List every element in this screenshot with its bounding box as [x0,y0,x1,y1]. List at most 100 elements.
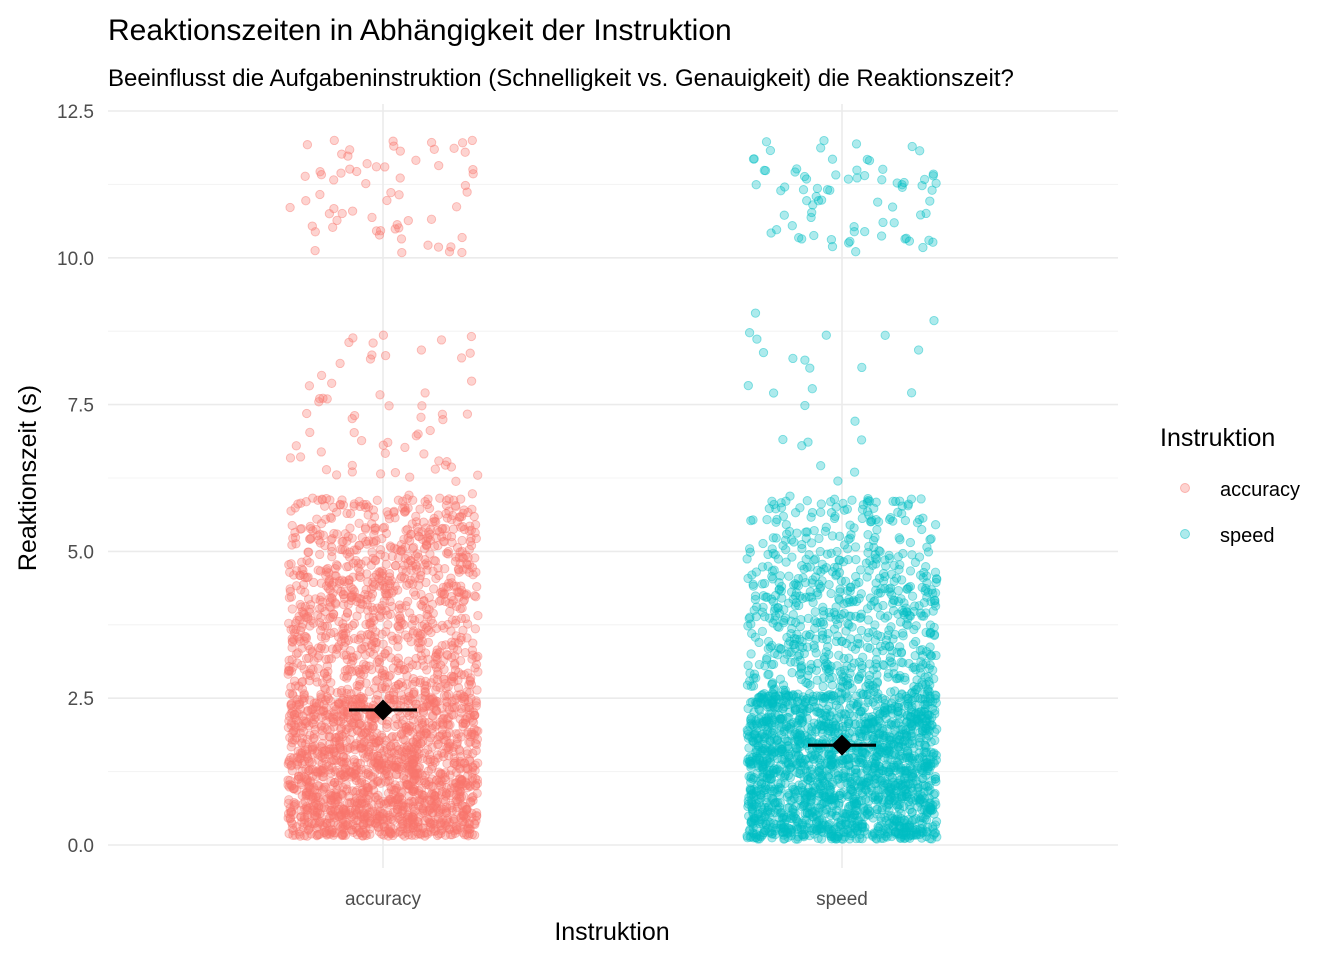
data-point-speed [773,710,784,720]
data-point-speed [774,694,785,705]
data-point-accuracy [429,698,440,708]
data-point-speed [886,687,896,697]
data-point-accuracy [308,793,318,803]
data-point-accuracy [286,699,296,710]
data-point-accuracy [350,745,360,755]
data-point-accuracy [364,686,374,697]
data-point-accuracy [417,795,427,805]
data-point-accuracy [354,711,364,721]
data-point-accuracy [349,769,359,779]
data-point-accuracy [305,730,315,740]
data-point-accuracy [386,187,396,198]
data-point-speed [905,611,916,621]
data-point-speed [753,746,763,756]
data-point-accuracy [339,824,349,835]
data-point-accuracy [458,625,468,635]
data-point-speed [930,596,940,606]
data-point-accuracy [411,431,421,441]
data-point-speed [831,636,841,647]
data-point-speed [753,759,763,769]
data-point-accuracy [343,809,353,819]
data-point-accuracy [425,818,436,829]
data-point-accuracy [326,805,336,816]
data-point-accuracy [376,763,387,773]
data-point-accuracy [405,815,415,826]
data-point-speed [814,533,824,544]
data-point-accuracy [414,613,425,624]
data-point-speed [844,611,854,621]
data-point-accuracy [309,719,319,729]
data-point-accuracy [422,806,432,816]
data-point-accuracy [291,822,302,832]
data-point-accuracy [320,633,331,643]
data-point-accuracy [471,726,482,736]
data-point-speed [813,766,823,776]
data-point-accuracy [293,746,303,756]
data-point-accuracy [384,672,394,682]
data-point-speed [794,714,804,724]
data-point-accuracy [348,827,359,837]
data-point-accuracy [317,743,327,753]
data-point-accuracy [294,709,304,719]
data-point-speed [746,649,756,659]
data-point-accuracy [292,760,302,770]
data-point-accuracy [336,789,346,799]
data-point-accuracy [317,712,327,722]
data-point-accuracy [326,776,336,786]
data-point-accuracy [295,599,305,610]
plot-panel [108,104,1118,868]
data-point-speed [830,610,841,620]
data-point-accuracy [390,762,400,772]
data-point-accuracy [467,812,477,823]
data-point-accuracy [452,739,462,750]
data-point-accuracy [431,775,442,785]
data-point-accuracy [391,762,402,773]
data-point-speed [905,581,916,592]
data-point-accuracy [366,758,376,768]
data-point-accuracy [299,726,309,737]
data-point-accuracy [370,792,380,802]
data-point-speed [835,666,845,677]
data-point-speed [895,617,906,627]
data-point-accuracy [400,831,410,841]
data-point-accuracy [365,807,375,817]
data-point-accuracy [345,798,355,808]
data-point-accuracy [338,790,348,800]
data-point-accuracy [319,822,329,832]
data-point-accuracy [315,705,326,715]
data-point-accuracy [409,775,419,785]
data-point-accuracy [333,797,343,807]
data-point-accuracy [456,708,467,718]
data-point-accuracy [342,745,352,755]
data-point-accuracy [405,472,415,482]
data-point-accuracy [456,353,467,363]
data-point-accuracy [312,677,322,687]
data-point-accuracy [308,733,319,743]
data-point-accuracy [467,793,477,803]
data-point-accuracy [340,699,350,709]
data-point-accuracy [450,782,460,793]
data-point-accuracy [424,503,435,514]
data-point-accuracy [453,785,463,796]
data-point-accuracy [292,694,302,705]
data-point-accuracy [419,717,430,727]
data-point-accuracy [345,509,356,519]
data-point-accuracy [336,810,346,820]
data-point-accuracy [307,791,317,801]
data-point-speed [748,579,758,589]
data-point-accuracy [429,823,439,834]
data-point-accuracy [463,823,473,833]
data-point-accuracy [438,824,448,834]
data-point-accuracy [463,697,474,707]
data-point-speed [846,662,857,673]
data-point-accuracy [301,777,311,787]
data-point-speed [854,796,864,806]
data-point-accuracy [294,829,304,839]
data-point-accuracy [361,742,371,752]
data-point-accuracy [470,553,480,563]
data-point-accuracy [468,717,479,728]
data-point-speed [784,571,794,581]
data-point-speed [890,827,900,837]
data-point-speed [757,626,768,637]
data-point-accuracy [351,766,361,776]
